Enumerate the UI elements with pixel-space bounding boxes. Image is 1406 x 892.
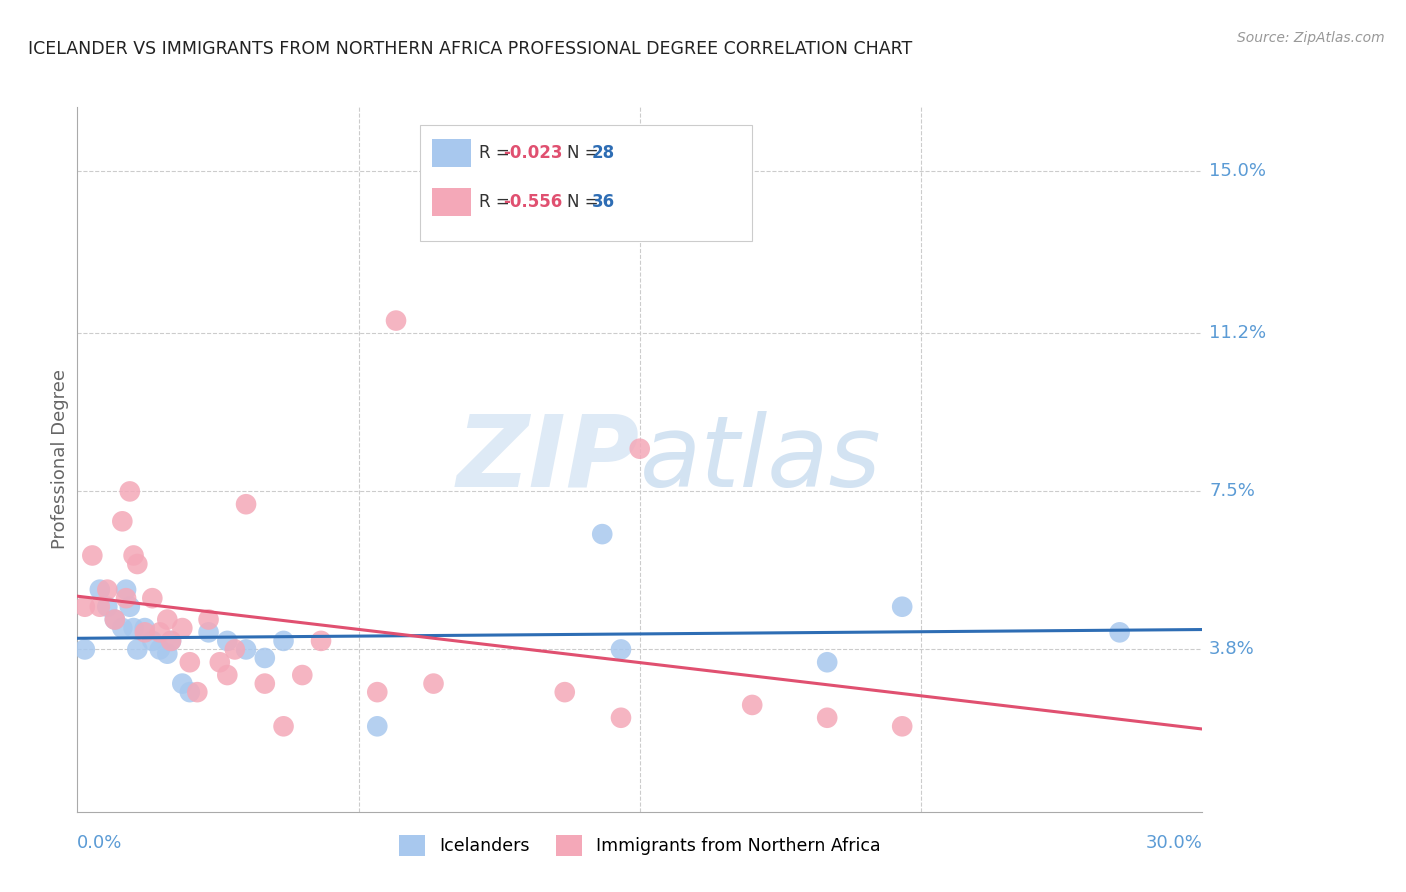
Point	[115, 582, 138, 597]
Point	[815, 655, 838, 669]
Text: -0.023: -0.023	[503, 144, 562, 161]
Point	[554, 685, 576, 699]
Point	[89, 582, 111, 597]
Point	[160, 633, 183, 648]
Point	[172, 621, 194, 635]
Point	[741, 698, 763, 712]
Point	[127, 557, 149, 571]
Point	[628, 442, 651, 456]
Point	[89, 599, 111, 614]
Point	[591, 527, 613, 541]
Point	[291, 668, 314, 682]
Text: 15.0%: 15.0%	[1209, 162, 1267, 180]
Point	[122, 621, 145, 635]
Text: N =: N =	[567, 194, 603, 211]
Text: Source: ZipAtlas.com: Source: ZipAtlas.com	[1237, 31, 1385, 45]
Point	[141, 633, 163, 648]
Point	[273, 719, 295, 733]
Point	[273, 633, 295, 648]
Point	[253, 676, 276, 690]
Point	[73, 599, 96, 614]
Point	[217, 633, 239, 648]
Point	[197, 613, 219, 627]
Point	[253, 651, 276, 665]
Text: atlas: atlas	[640, 411, 882, 508]
Y-axis label: Professional Degree: Professional Degree	[51, 369, 69, 549]
Point	[422, 676, 444, 690]
Point	[815, 711, 838, 725]
Text: N =: N =	[567, 144, 603, 161]
Point	[366, 685, 388, 699]
Point	[104, 613, 127, 627]
Point	[111, 621, 134, 635]
Text: R =: R =	[479, 144, 516, 161]
Point	[115, 591, 138, 606]
Point	[141, 591, 163, 606]
Text: 28: 28	[592, 144, 614, 161]
Point	[891, 599, 914, 614]
Point	[309, 633, 332, 648]
Point	[156, 613, 179, 627]
Point	[122, 549, 145, 563]
Point	[179, 685, 201, 699]
Point	[172, 676, 194, 690]
Point	[118, 599, 141, 614]
Point	[385, 313, 408, 327]
Point	[235, 642, 257, 657]
Point	[179, 655, 201, 669]
Point	[610, 642, 633, 657]
Point	[610, 711, 633, 725]
Point	[149, 625, 172, 640]
Text: -0.556: -0.556	[503, 194, 562, 211]
Point	[891, 719, 914, 733]
Point	[186, 685, 208, 699]
Point	[73, 642, 96, 657]
Point	[208, 655, 231, 669]
Point	[224, 642, 246, 657]
Text: 3.8%: 3.8%	[1209, 640, 1256, 658]
Point	[160, 633, 183, 648]
Text: ZIP: ZIP	[457, 411, 640, 508]
Point	[96, 582, 118, 597]
Point	[111, 514, 134, 528]
Point	[96, 599, 118, 614]
Text: 11.2%: 11.2%	[1209, 325, 1267, 343]
Point	[134, 621, 156, 635]
Text: 0.0%: 0.0%	[77, 834, 122, 852]
Point	[217, 668, 239, 682]
Point	[235, 497, 257, 511]
Point	[82, 549, 104, 563]
Text: 30.0%: 30.0%	[1146, 834, 1202, 852]
Point	[197, 625, 219, 640]
Point	[134, 625, 156, 640]
Point	[366, 719, 388, 733]
Text: 36: 36	[592, 194, 614, 211]
Text: R =: R =	[479, 194, 516, 211]
Text: 7.5%: 7.5%	[1209, 483, 1256, 500]
Point	[118, 484, 141, 499]
Legend: Icelanders, Immigrants from Northern Africa: Icelanders, Immigrants from Northern Afr…	[392, 828, 887, 863]
Point	[104, 613, 127, 627]
Point	[127, 642, 149, 657]
Point	[149, 642, 172, 657]
Text: ICELANDER VS IMMIGRANTS FROM NORTHERN AFRICA PROFESSIONAL DEGREE CORRELATION CHA: ICELANDER VS IMMIGRANTS FROM NORTHERN AF…	[28, 40, 912, 58]
Point	[156, 647, 179, 661]
Point	[1108, 625, 1130, 640]
